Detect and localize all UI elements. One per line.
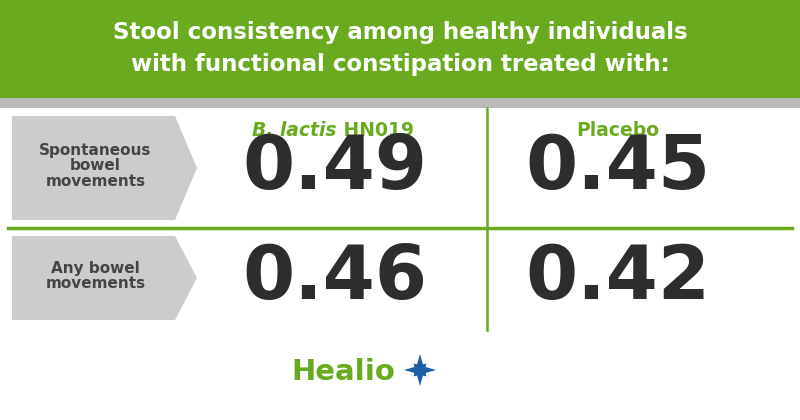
- Bar: [0, 98, 800, 108]
- Text: 0.46: 0.46: [242, 241, 427, 315]
- Text: B. lactis: B. lactis: [253, 121, 337, 139]
- Text: 0.49: 0.49: [242, 131, 427, 205]
- Text: HN019: HN019: [337, 121, 414, 139]
- Polygon shape: [404, 354, 436, 386]
- Text: Spontaneous: Spontaneous: [39, 142, 152, 158]
- Text: 0.45: 0.45: [526, 131, 710, 205]
- Polygon shape: [12, 236, 197, 320]
- Bar: [0, 0, 800, 98]
- Text: Placebo: Placebo: [577, 121, 659, 139]
- Text: movements: movements: [46, 174, 146, 189]
- Polygon shape: [414, 364, 426, 376]
- Text: Healio: Healio: [291, 358, 395, 386]
- Polygon shape: [12, 116, 197, 220]
- Text: movements: movements: [46, 276, 146, 291]
- Text: with functional constipation treated with:: with functional constipation treated wit…: [130, 53, 670, 76]
- Text: bowel: bowel: [70, 158, 121, 173]
- Text: 0.42: 0.42: [526, 241, 710, 315]
- Text: Stool consistency among healthy individuals: Stool consistency among healthy individu…: [113, 21, 687, 44]
- Text: Any bowel: Any bowel: [51, 260, 140, 276]
